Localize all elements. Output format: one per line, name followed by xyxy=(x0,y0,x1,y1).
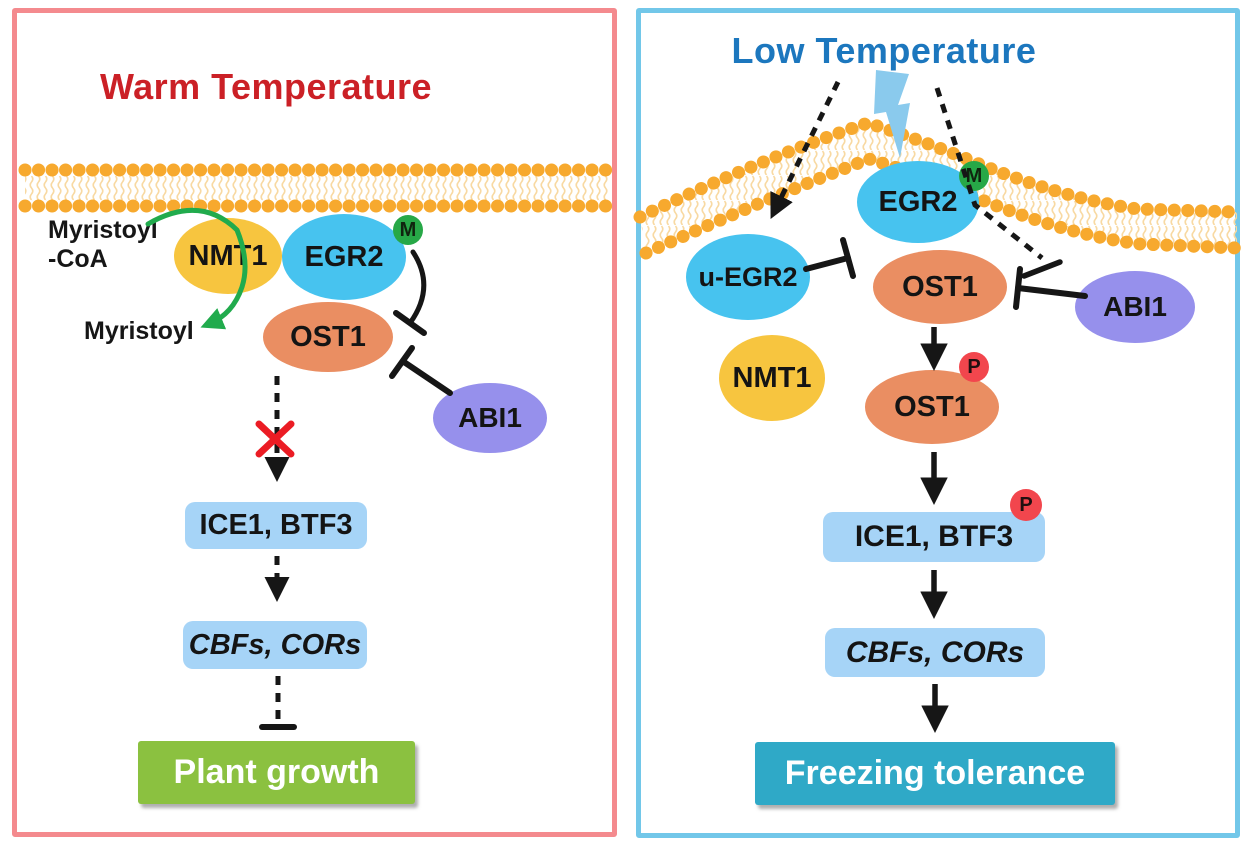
node-ost1-phosphorylated: OST1 xyxy=(865,370,999,444)
node-egr2-warm: EGR2 xyxy=(282,214,406,300)
myristoyl-coa-label: Myristoyl -CoA xyxy=(48,216,158,274)
node-nmt1-warm: NMT1 xyxy=(174,218,282,294)
phospho-badge-ost1: P xyxy=(959,352,989,382)
target-box-ice1-btf3-cold: ICE1, BTF3 xyxy=(823,512,1045,562)
node-ost1-warm: OST1 xyxy=(263,302,393,372)
myristoyl-badge-warm: M xyxy=(393,215,423,245)
phospho-badge-ice1: P xyxy=(1010,489,1042,521)
myristoyl-coa-label-line1: Myristoyl xyxy=(48,216,158,244)
warm-panel-title: Warm Temperature xyxy=(99,66,433,107)
myristoyl-badge-cold: M xyxy=(959,161,989,191)
outcome-box-freezing-tolerance: Freezing tolerance xyxy=(755,742,1115,805)
target-box-ice1-btf3-warm: ICE1, BTF3 xyxy=(185,502,367,549)
node-abi1-warm: ABI1 xyxy=(433,383,547,453)
gene-box-cbfs-cors-cold: CBFs, CORs xyxy=(825,628,1045,677)
node-abi1-cold: ABI1 xyxy=(1075,271,1195,343)
myristoyl-product-label: Myristoyl xyxy=(84,317,194,345)
cold-panel-title: Low Temperature xyxy=(731,30,1037,71)
myristoyl-coa-label-line2: -CoA xyxy=(48,245,108,273)
node-nmt1-cold: NMT1 xyxy=(719,335,825,421)
outcome-box-plant-growth: Plant growth xyxy=(138,741,415,804)
node-u-egr2-cold: u-EGR2 xyxy=(686,234,810,320)
gene-box-cbfs-cors-warm: CBFs, CORs xyxy=(183,621,367,669)
node-ost1-cold: OST1 xyxy=(873,250,1007,324)
